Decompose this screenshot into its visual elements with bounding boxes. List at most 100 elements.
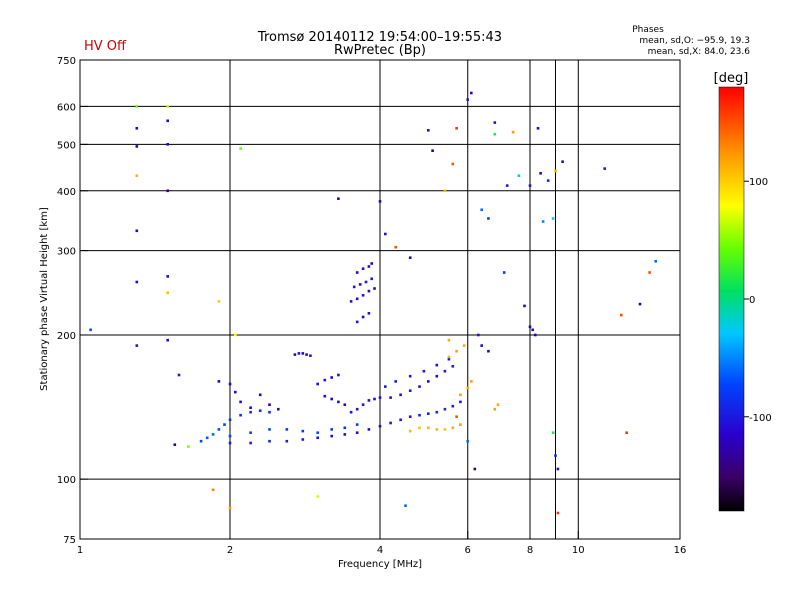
- echo-point: [361, 294, 365, 297]
- echo-point: [443, 428, 447, 431]
- echo-point: [343, 403, 347, 406]
- echo-point: [166, 143, 169, 146]
- phase-stats-x: mean, sd,X: 84.0, 23.6: [648, 47, 751, 57]
- echo-point: [355, 407, 359, 411]
- echo-point: [309, 354, 312, 357]
- echo-point: [536, 127, 540, 130]
- echo-point: [531, 328, 534, 332]
- echo-point: [556, 467, 560, 471]
- echo-point: [355, 431, 359, 434]
- echo-point: [330, 428, 333, 431]
- x-tick-label: 2: [227, 545, 233, 556]
- echo-point: [268, 428, 271, 431]
- echo-point: [228, 441, 232, 445]
- echo-point: [249, 410, 252, 414]
- echo-point: [301, 429, 305, 433]
- echo-point: [370, 262, 373, 265]
- echo-point: [217, 300, 221, 303]
- echo-point: [496, 403, 500, 406]
- echo-point: [408, 374, 412, 378]
- echo-point: [330, 376, 333, 379]
- echo-point: [285, 439, 289, 443]
- echo-point: [349, 410, 353, 414]
- echo-point: [370, 277, 373, 281]
- echo-point: [135, 105, 139, 108]
- echo-point: [305, 353, 308, 356]
- echo-point: [528, 184, 532, 187]
- echo-point: [493, 407, 497, 411]
- echo-point: [554, 169, 557, 173]
- echo-point: [408, 389, 412, 392]
- echo-point: [187, 445, 190, 448]
- chart-subtitle: RwPretec (Bp): [334, 43, 426, 58]
- x-tick-label: 16: [674, 545, 687, 556]
- echo-point: [378, 396, 382, 399]
- echo-point: [384, 385, 387, 388]
- echo-point: [258, 393, 262, 397]
- echo-point: [316, 436, 319, 440]
- echo-point: [268, 410, 271, 414]
- echo-point: [389, 421, 392, 425]
- y-tick-label: 200: [57, 331, 76, 342]
- echo-point: [268, 403, 271, 406]
- colorbar-tick-label: -100: [749, 413, 772, 424]
- echo-point: [561, 160, 564, 163]
- echo-point: [418, 426, 421, 430]
- echo-point: [367, 265, 371, 268]
- echo-point: [443, 369, 447, 373]
- echo-point: [135, 344, 139, 347]
- echo-point: [367, 312, 371, 315]
- echo-point: [166, 338, 169, 342]
- echo-point: [551, 431, 555, 434]
- echo-point: [523, 304, 526, 308]
- echo-point: [135, 280, 139, 284]
- echo-point: [418, 385, 421, 388]
- echo-point: [205, 436, 209, 440]
- echo-point: [135, 174, 139, 177]
- colorbar-label: [deg]: [714, 71, 749, 86]
- x-tick-label: 4: [377, 545, 383, 556]
- echo-point: [477, 333, 480, 337]
- x-tick-label: 8: [527, 545, 533, 556]
- echo-point: [389, 396, 392, 399]
- echo-point: [199, 439, 203, 443]
- echo-point: [408, 256, 412, 259]
- echo-point: [427, 426, 430, 430]
- echo-point: [166, 291, 169, 294]
- colorbar-tick-label: 0: [749, 295, 755, 306]
- echo-point: [355, 320, 359, 324]
- echo-point: [451, 365, 455, 368]
- y-tick-label: 75: [63, 535, 76, 546]
- echo-point: [404, 504, 407, 507]
- echo-point: [399, 393, 402, 397]
- echo-point: [384, 232, 387, 236]
- echo-point: [539, 172, 542, 175]
- echo-point: [435, 374, 439, 378]
- echo-point: [367, 289, 371, 293]
- colorbar: [718, 86, 745, 512]
- echo-point: [459, 423, 462, 426]
- echo-point: [451, 162, 455, 166]
- echo-point: [268, 439, 271, 443]
- echo-point: [337, 400, 340, 404]
- echo-point: [135, 145, 139, 148]
- y-tick-label: 600: [57, 102, 76, 113]
- phase-stats-o: mean, sd,O: −95.9, 19.3: [639, 36, 750, 46]
- echo-point: [135, 127, 139, 130]
- echo-point: [217, 428, 221, 431]
- echo-point: [316, 431, 319, 434]
- echo-point: [422, 369, 426, 373]
- echo-point: [408, 415, 412, 418]
- echo-point: [217, 380, 221, 383]
- x-axis-ticks: 1 2 4 6 8 10 16: [77, 531, 687, 556]
- echo-point: [228, 434, 232, 438]
- echo-point: [249, 441, 252, 445]
- echo-point: [135, 229, 139, 233]
- echo-point: [361, 315, 365, 319]
- echo-point: [480, 344, 483, 347]
- echo-point: [603, 167, 606, 170]
- echo-point: [355, 297, 359, 301]
- echo-point: [505, 184, 509, 187]
- echo-point: [234, 333, 237, 337]
- echo-point: [330, 397, 333, 401]
